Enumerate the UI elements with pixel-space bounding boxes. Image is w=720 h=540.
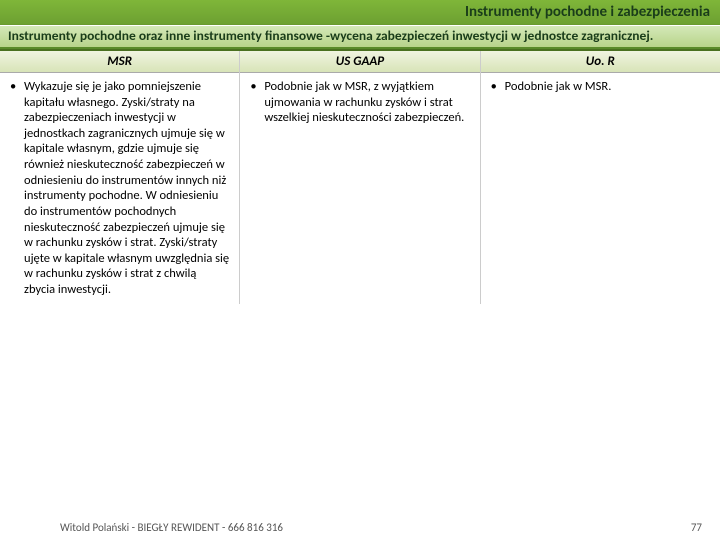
slide-footer: Witold Polański - BIEGŁY REWIDENT - 666 … [0, 521, 720, 534]
bullet-icon [10, 79, 24, 298]
column-uor-body: Podobnie jak w MSR. [481, 73, 720, 101]
slide-title: Instrumenty pochodne i zabezpieczenia [0, 0, 720, 25]
column-msr: MSR Wykazuje się je jako pomniejszenie k… [0, 51, 240, 304]
column-uor: Uo. R Podobnie jak w MSR. [481, 51, 720, 304]
column-msr-header: MSR [0, 51, 239, 73]
bullet-icon [491, 79, 505, 95]
column-msr-body: Wykazuje się je jako pomniejszenie kapit… [0, 73, 239, 304]
column-uor-text: Podobnie jak w MSR. [505, 79, 710, 95]
column-usgaap-body: Podobnie jak w MSR, z wyjątkiem ujmowani… [240, 73, 479, 132]
column-usgaap: US GAAP Podobnie jak w MSR, z wyjątkiem … [240, 51, 480, 304]
footer-author: Witold Polański - BIEGŁY REWIDENT - 666 … [60, 521, 283, 534]
slide-subtitle: Instrumenty pochodne oraz inne instrumen… [0, 25, 720, 49]
column-usgaap-text: Podobnie jak w MSR, z wyjątkiem ujmowani… [264, 79, 469, 126]
slide-header: Instrumenty pochodne i zabezpieczenia In… [0, 0, 720, 51]
column-msr-text: Wykazuje się je jako pomniejszenie kapit… [24, 79, 229, 298]
bullet-icon [250, 79, 264, 126]
columns-container: MSR Wykazuje się je jako pomniejszenie k… [0, 51, 720, 304]
footer-page-number: 77 [691, 521, 702, 534]
column-usgaap-header: US GAAP [240, 51, 479, 73]
column-uor-header: Uo. R [481, 51, 720, 73]
